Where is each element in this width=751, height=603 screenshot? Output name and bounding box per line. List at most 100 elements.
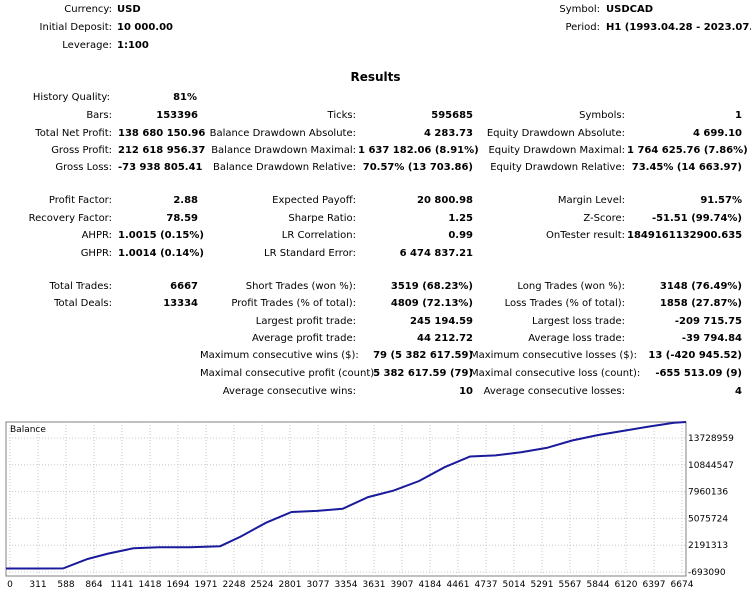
stat-label: Gross Loss: xyxy=(55,162,112,173)
stat-value: -655 513.09 (9) xyxy=(655,368,742,379)
x-tick-label: 6397 xyxy=(643,580,666,590)
period-value: H1 (1993.04.28 - 2023.07.05) xyxy=(606,22,751,33)
stat-value: 1 764 625.76 (7.86%) xyxy=(627,145,748,156)
symbol-value: USDCAD xyxy=(606,4,654,15)
chart-title: Balance xyxy=(10,425,46,435)
stat-value: 1858 (27.87%) xyxy=(659,298,742,309)
y-tick-label: -693090 xyxy=(688,568,726,578)
deposit-value: 10 000.00 xyxy=(117,22,173,33)
x-tick-label: 3077 xyxy=(307,580,330,590)
stat-value: -209 715.75 xyxy=(674,316,742,327)
stat-value: 6 474 837.21 xyxy=(399,248,473,259)
stat-label: Average loss trade: xyxy=(528,333,625,344)
stat-value: 1.0014 (0.14%) xyxy=(118,248,204,259)
stat-label: Margin Level: xyxy=(557,195,625,206)
x-tick-label: 1418 xyxy=(139,580,162,590)
stat-value: 5 382 617.59 (79) xyxy=(373,368,473,379)
stat-value: 44 212.72 xyxy=(417,333,473,344)
x-tick-label: 5567 xyxy=(559,580,582,590)
stat-label: Total Deals: xyxy=(54,298,112,309)
stat-value: 3519 (68.23%) xyxy=(390,281,473,292)
stat-label: Balance Drawdown Absolute: xyxy=(209,128,356,139)
balance-chart: 0 311 588 864 1141 1418 1694 1971 2248 2524 2801 30… xyxy=(0,418,751,600)
stat-label: Long Trades (won %): xyxy=(517,281,625,292)
stat-value: 1.25 xyxy=(448,213,473,224)
x-tick-label: 4184 xyxy=(419,580,442,590)
stat-label: Equity Drawdown Maximal: xyxy=(488,145,625,156)
x-tick-label: 3631 xyxy=(363,580,386,590)
x-tick-label: 311 xyxy=(29,580,46,590)
stat-label: Equity Drawdown Relative: xyxy=(490,162,625,173)
stat-value: 1.0015 (0.15%) xyxy=(118,230,204,241)
x-tick-label: 864 xyxy=(85,580,102,590)
x-tick-label: 5844 xyxy=(587,580,610,590)
stat-label: Equity Drawdown Absolute: xyxy=(486,128,625,139)
stat-label: OnTester result: xyxy=(545,230,625,241)
stat-value: 1 637 182.06 (8.91%) xyxy=(358,145,479,156)
stat-label: Profit Trades (% of total): xyxy=(231,298,356,309)
stat-label: Total Trades: xyxy=(49,281,113,292)
stat-value: 91.57% xyxy=(700,195,742,206)
x-tick-label: 3354 xyxy=(335,580,358,590)
stat-label: Largest profit trade: xyxy=(255,316,356,327)
y-tick-label: 2191313 xyxy=(688,541,728,551)
x-tick-label: 1141 xyxy=(111,580,134,590)
stat-value: 6667 xyxy=(170,281,198,292)
stat-label: GHPR: xyxy=(80,248,112,259)
currency-label: Currency: xyxy=(64,4,112,15)
balance-line xyxy=(6,421,687,570)
stat-value: 79 (5 382 617.59) xyxy=(373,350,473,361)
stat-label: Profit Factor: xyxy=(48,195,112,206)
stat-value: 595685 xyxy=(431,110,473,121)
stat-label: Average consecutive wins: xyxy=(222,386,356,397)
stat-label: Ticks: xyxy=(327,110,356,121)
x-tick-label: 5291 xyxy=(531,580,554,590)
x-tick-label: 5014 xyxy=(503,580,526,590)
stat-label: Gross Profit: xyxy=(51,145,112,156)
stat-label: Maximal consecutive loss (count): xyxy=(470,368,641,379)
stat-value: 3148 (76.49%) xyxy=(659,281,742,292)
stat-value: 245 194.59 xyxy=(410,316,473,327)
leverage-value: 1:100 xyxy=(117,40,149,51)
x-tick-label: 3907 xyxy=(391,580,414,590)
x-tick-label: 1971 xyxy=(195,580,218,590)
stat-label: LR Standard Error: xyxy=(264,248,356,259)
symbol-label: Symbol: xyxy=(559,4,600,15)
stat-value: 4 699.10 xyxy=(692,128,742,139)
x-tick-label: 6674 xyxy=(671,580,694,590)
x-tick-label: 6120 xyxy=(615,580,638,590)
stat-label: LR Correlation: xyxy=(281,230,356,241)
stat-value: -39 794.84 xyxy=(681,333,742,344)
stat-value: 212 618 956.37 xyxy=(118,145,206,156)
leverage-label: Leverage: xyxy=(62,40,112,51)
stat-label: Average profit trade: xyxy=(251,333,356,344)
stat-label: Expected Payoff: xyxy=(272,195,356,206)
stat-value: 20 800.98 xyxy=(417,195,473,206)
stat-label: Total Net Profit: xyxy=(35,128,112,139)
stat-value: 1849161132900.635 xyxy=(627,230,743,241)
stat-label: Sharpe Ratio: xyxy=(288,213,356,224)
stat-label: Maximum consecutive wins ($): xyxy=(200,350,359,361)
x-tick-label: 2801 xyxy=(279,580,302,590)
y-tick-label: 13728959 xyxy=(688,434,734,444)
stat-value: 153396 xyxy=(156,110,198,121)
balance-chart-svg: 0 311 588 864 1141 1418 1694 1971 2248 2524 2801 30… xyxy=(5,421,734,590)
stat-value: -73 938 805.41 xyxy=(118,162,203,173)
stat-label: AHPR: xyxy=(81,230,112,241)
stat-label: Short Trades (won %): xyxy=(245,281,356,292)
stat-value: 13 (-420 945.52) xyxy=(648,350,742,361)
stat-value: 1 xyxy=(735,110,742,121)
stat-label: Z-Score: xyxy=(583,213,625,224)
stat-label: Average consecutive losses: xyxy=(483,386,625,397)
stat-label: Maximum consecutive losses ($): xyxy=(470,350,637,361)
x-tick-label: 1694 xyxy=(167,580,190,590)
stat-label: Symbols: xyxy=(579,110,625,121)
stat-label: Recovery Factor: xyxy=(28,213,112,224)
stat-value: 0.99 xyxy=(448,230,473,241)
stat-value: 4809 (72.13%) xyxy=(390,298,473,309)
stat-value: 4 xyxy=(735,386,742,397)
stat-value: 73.45% (14 663.97) xyxy=(631,162,742,173)
stat-value: 138 680 150.96 xyxy=(118,128,206,139)
x-tick-label: 2524 xyxy=(251,580,274,590)
y-tick-label: 7960136 xyxy=(688,488,728,498)
